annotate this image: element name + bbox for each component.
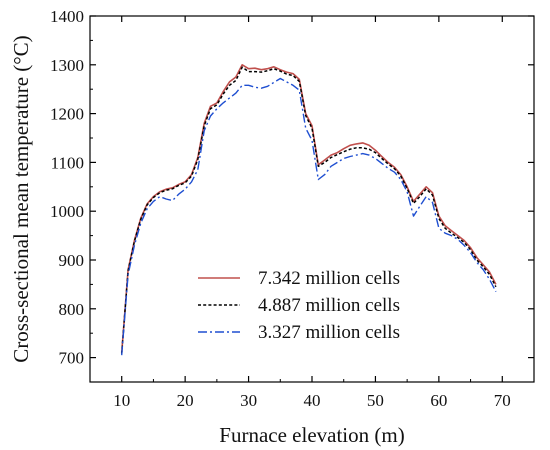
series-line-1: [120, 64, 497, 353]
y-tick-label: 1000: [50, 202, 84, 221]
x-tick-label: 60: [430, 391, 447, 410]
y-tick-label: 700: [59, 349, 85, 368]
legend-label-2: 4.887 million cells: [258, 295, 400, 316]
series-line-2: [120, 66, 497, 354]
y-axis-label: Cross-sectional mean temperature (°C): [9, 35, 33, 362]
x-tick-label: 30: [240, 391, 257, 410]
axis-tick-labels: 10 20 30 40 50 60 70 700 800 900 1000 1100 1200 1300 1…: [50, 7, 511, 410]
x-tick-label: 40: [304, 391, 321, 410]
y-tick-label: 800: [59, 300, 85, 319]
axis-ticks: [89, 15, 535, 383]
x-tick-label: 50: [367, 391, 384, 410]
x-axis-label: Furnace elevation (m): [219, 423, 404, 447]
x-tick-label: 70: [494, 391, 511, 410]
series-lines: [120, 64, 497, 356]
series-line-3: [121, 77, 497, 356]
y-tick-label: 1200: [50, 105, 84, 124]
y-tick-label: 1100: [51, 153, 84, 172]
legend: 7.342 million cells 4.887 million cells 3.…: [198, 268, 400, 343]
y-tick-label: 1400: [50, 7, 84, 26]
legend-label-3: 3.327 million cells: [258, 322, 400, 343]
x-tick-label: 20: [177, 391, 194, 410]
legend-label-1: 7.342 million cells: [258, 268, 400, 289]
x-tick-label: 10: [113, 391, 130, 410]
y-tick-label: 1300: [50, 56, 84, 75]
y-tick-label: 900: [59, 251, 85, 270]
